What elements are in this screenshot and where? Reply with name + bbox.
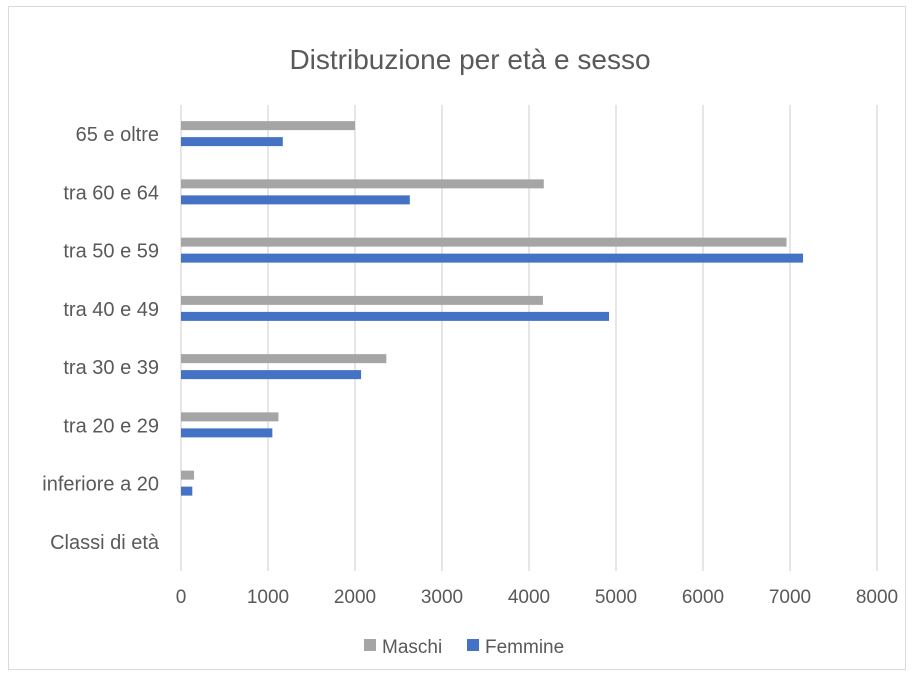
bar-maschi-3 — [181, 354, 387, 364]
category-labels: Classi di età inferiore a 20 tra 20 e 29 tr… — [42, 124, 160, 554]
legend: Maschi Femmine — [364, 637, 564, 658]
category-label: tra 40 e 49 — [63, 299, 159, 321]
legend-swatch-maschi — [364, 639, 376, 651]
bar-maschi-5 — [181, 237, 787, 247]
category-label: Classi di età — [50, 532, 160, 554]
legend-label-maschi: Maschi — [382, 637, 442, 658]
bar-femmine-3 — [181, 370, 362, 380]
category-label: tra 60 e 64 — [63, 182, 159, 204]
bar-femmine-5 — [181, 253, 804, 263]
x-axis-tick-labels: 0 1000 2000 3000 4000 5000 6000 7000 8000 — [176, 587, 898, 608]
category-label: tra 30 e 39 — [63, 357, 159, 379]
bar-maschi-6 — [181, 179, 544, 189]
x-tick-label: 5000 — [595, 587, 637, 608]
bar-femmine-1 — [181, 486, 193, 496]
category-label: tra 50 e 59 — [63, 241, 159, 263]
bar-chart: Distribuzione per età e sesso Classi di … — [42, 44, 898, 658]
x-tick-label: 6000 — [682, 587, 724, 608]
category-label: inferiore a 20 — [42, 474, 159, 496]
bars — [181, 121, 804, 496]
bar-femmine-7 — [181, 137, 283, 147]
x-tick-label: 2000 — [334, 587, 376, 608]
bar-maschi-2 — [181, 412, 279, 422]
category-label: 65 e oltre — [76, 124, 159, 146]
x-tick-label: 3000 — [421, 587, 463, 608]
bar-maschi-7 — [181, 121, 355, 131]
gridlines — [180, 105, 878, 571]
bar-maschi-1 — [181, 470, 195, 480]
chart-title: Distribuzione per età e sesso — [289, 44, 650, 75]
bar-maschi-4 — [181, 295, 543, 305]
category-label: tra 20 e 29 — [63, 415, 159, 437]
chart-frame: Distribuzione per età e sesso Classi di … — [8, 6, 906, 670]
x-tick-label: 7000 — [769, 587, 811, 608]
bar-femmine-6 — [181, 195, 410, 205]
legend-swatch-femmine — [467, 639, 479, 651]
x-tick-label: 4000 — [508, 587, 550, 608]
x-tick-label: 1000 — [247, 587, 289, 608]
x-tick-label: 8000 — [856, 587, 898, 608]
bar-femmine-4 — [181, 311, 610, 321]
bar-femmine-2 — [181, 428, 273, 438]
x-tick-label: 0 — [176, 587, 187, 608]
legend-label-femmine: Femmine — [485, 637, 564, 658]
